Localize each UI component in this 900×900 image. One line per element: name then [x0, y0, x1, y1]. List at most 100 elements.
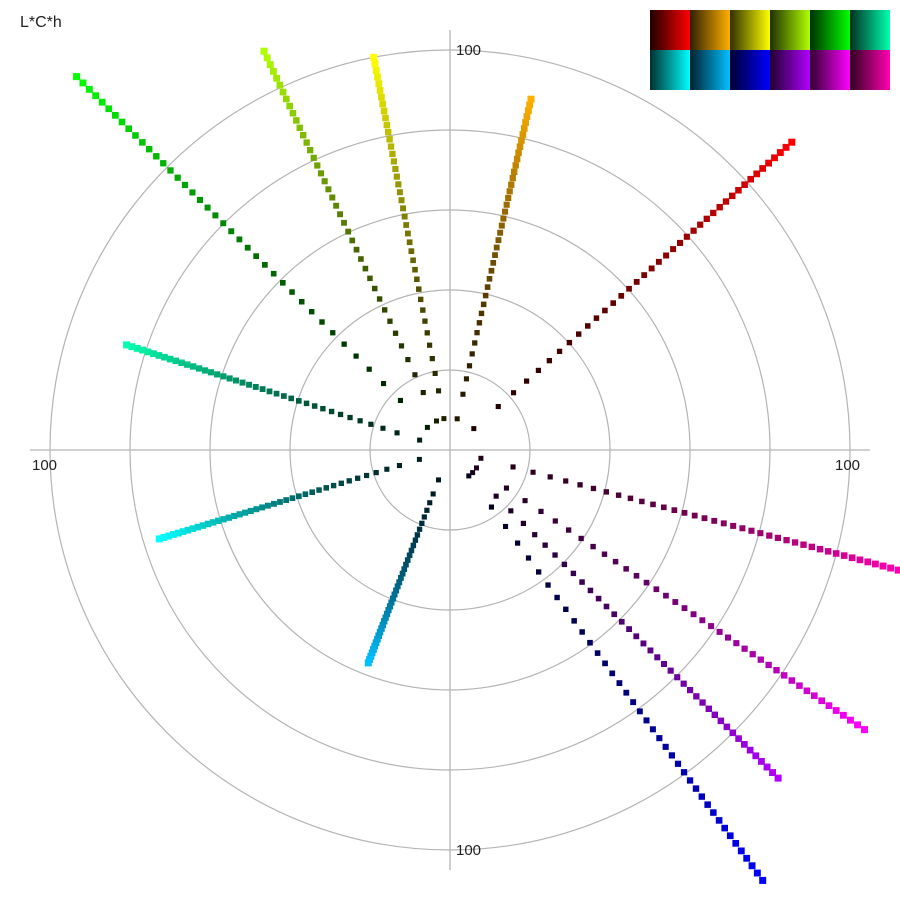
data-point [546, 358, 552, 364]
data-point [556, 348, 563, 354]
data-point [757, 656, 764, 663]
data-point [181, 181, 189, 189]
data-point [705, 705, 712, 712]
data-point [566, 339, 573, 346]
data-point [303, 400, 310, 407]
data-point [414, 532, 421, 538]
data-point [319, 319, 325, 325]
data-point [395, 181, 402, 188]
data-point [593, 315, 600, 321]
data-point [774, 534, 781, 541]
data-point [552, 552, 558, 558]
data-point [207, 369, 215, 376]
data-point [503, 523, 509, 529]
data-point [486, 276, 493, 282]
data-point [816, 545, 824, 553]
data-point [307, 147, 314, 154]
data-point [166, 355, 174, 363]
data-point [174, 174, 181, 181]
data-point [758, 758, 765, 765]
data-point [383, 121, 391, 129]
data-point [405, 230, 411, 237]
data-point [382, 307, 388, 313]
data-point [288, 395, 294, 402]
data-point [293, 117, 300, 124]
data-point [480, 301, 487, 308]
data-point [220, 220, 227, 227]
legend-swatch [810, 10, 850, 50]
data-point [710, 809, 717, 816]
data-point [266, 388, 273, 395]
data-point [259, 386, 266, 392]
data-point [368, 421, 374, 427]
data-point [670, 246, 677, 253]
data-point [641, 272, 648, 278]
data-point [587, 587, 594, 594]
data-point [416, 286, 422, 292]
data-point [316, 487, 322, 493]
data-point [253, 253, 259, 259]
data-point [470, 470, 476, 476]
data-point [231, 512, 238, 520]
data-point [753, 869, 761, 877]
data-point [112, 112, 119, 119]
data-point [765, 661, 772, 669]
data-point [495, 237, 502, 244]
data-point [478, 455, 484, 461]
data-point [737, 847, 745, 855]
data-point [879, 562, 887, 570]
data-point [808, 543, 815, 551]
data-point [179, 528, 187, 535]
data-point [840, 552, 848, 559]
data-point [748, 527, 755, 534]
axis-label-bottom: 100 [456, 842, 481, 859]
data-point [424, 507, 430, 513]
data-point [704, 801, 711, 808]
data-point [524, 107, 532, 115]
data-point [735, 187, 742, 194]
data-point [513, 155, 521, 163]
data-point [454, 416, 460, 422]
data-point [627, 495, 634, 502]
data-point [118, 118, 126, 126]
data-point [412, 537, 419, 543]
data-point [522, 119, 529, 126]
data-point [648, 265, 655, 272]
data-point [733, 640, 740, 647]
series-0 [471, 138, 796, 432]
data-point [818, 697, 826, 705]
data-point [189, 525, 197, 532]
data-point [128, 343, 136, 351]
data-point [408, 547, 415, 554]
data-point [434, 418, 439, 424]
data-point [123, 341, 131, 349]
data-point [520, 520, 526, 526]
data-point [677, 239, 684, 246]
data-point [412, 266, 418, 273]
data-point [672, 599, 679, 605]
data-point [519, 131, 527, 138]
data-point [394, 583, 401, 590]
data-point [686, 777, 694, 784]
data-point [667, 667, 674, 674]
data-point [382, 614, 389, 621]
data-point [276, 81, 284, 89]
data-point [783, 537, 790, 544]
data-point [542, 542, 548, 548]
legend-swatch [730, 10, 770, 50]
data-point [536, 569, 542, 575]
data-point [811, 692, 818, 699]
data-point [723, 723, 731, 731]
data-point [178, 359, 185, 366]
data-point [286, 102, 293, 110]
data-point [623, 689, 630, 696]
data-point [741, 645, 748, 652]
data-point [717, 717, 725, 725]
data-point [209, 519, 217, 526]
data-point [796, 682, 803, 689]
series-7 [364, 477, 441, 667]
data-point [674, 674, 681, 681]
data-point [329, 194, 336, 201]
data-point [503, 485, 509, 491]
